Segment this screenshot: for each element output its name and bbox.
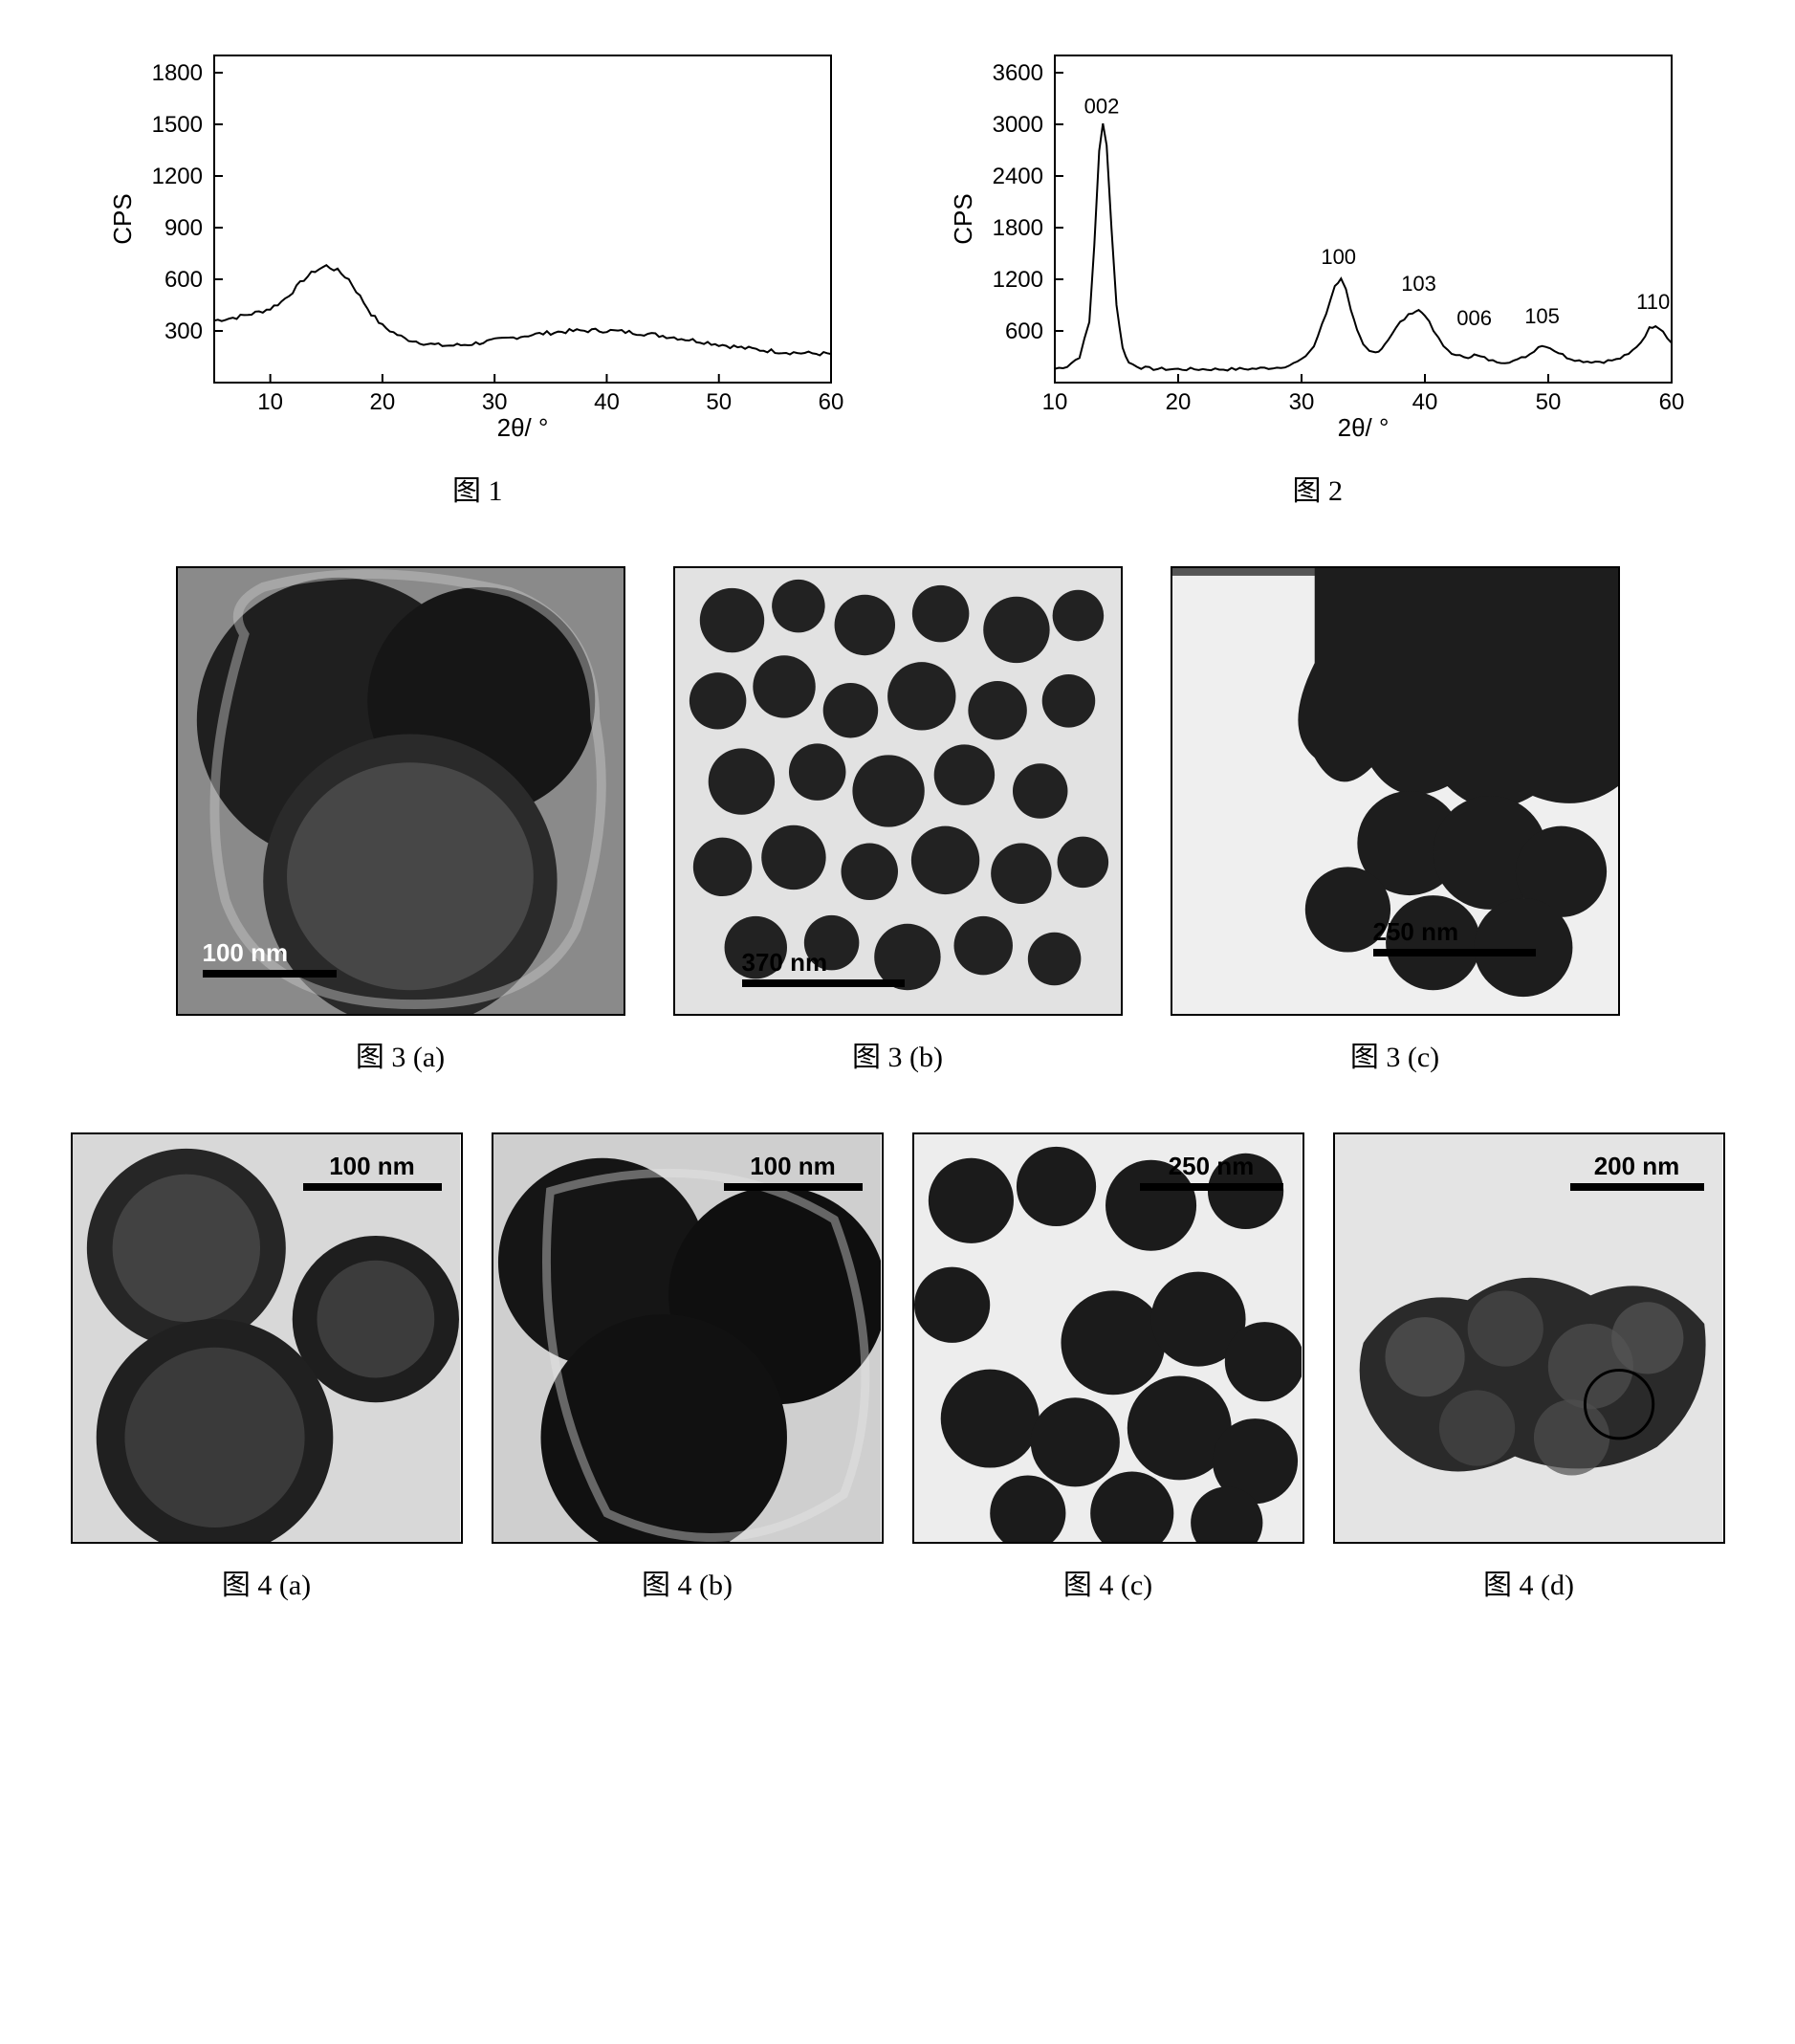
scalebar-4c-text: 250 nm [1169,1152,1255,1181]
figure-4a: 100 nm 图 4 (a) [71,1132,463,1603]
chart-2-svg: 10 20 30 40 50 60 600 1200 1800 2400 3000 3600 2θ/ °… [945,38,1691,450]
figure-4b: 100 nm 图 4 (b) [492,1132,884,1603]
svg-text:3000: 3000 [992,112,1042,138]
svg-text:50: 50 [1535,389,1561,415]
caption-fig4b: 图 4 (b) [642,1561,733,1603]
svg-text:103: 103 [1401,272,1436,296]
svg-text:40: 40 [1412,389,1437,415]
figure-3a: 100 nm 图 3 (a) [176,566,625,1075]
svg-text:CPS: CPS [108,193,137,244]
svg-text:1500: 1500 [152,112,203,138]
figure-3c: 250 nm 图 3 (c) [1171,566,1620,1075]
svg-text:3600: 3600 [992,60,1042,86]
svg-text:900: 900 [164,215,203,241]
svg-text:20: 20 [370,389,396,415]
scalebar-3a-text: 100 nm [203,938,289,968]
svg-text:50: 50 [707,389,733,415]
scalebar-4d-line [1570,1183,1704,1191]
scalebar-4d-text: 200 nm [1594,1152,1680,1181]
svg-text:006: 006 [1456,306,1492,330]
tem-3a: 100 nm [176,566,625,1016]
caption-fig4c: 图 4 (c) [1063,1561,1152,1603]
caption-fig4d: 图 4 (d) [1483,1561,1574,1603]
caption-fig2: 图 2 [1293,467,1344,509]
svg-text:CPS: CPS [949,193,977,244]
chart-1-box: 10 20 30 40 50 60 300 600 900 1200 1500 1800 2θ/ ° CP… [104,38,850,450]
figure-4c: 250 nm 图 4 (c) [912,1132,1304,1603]
svg-text:1800: 1800 [992,215,1042,241]
svg-text:105: 105 [1524,304,1560,328]
caption-fig3a: 图 3 (a) [356,1033,445,1075]
figure-1: 10 20 30 40 50 60 300 600 900 1200 1500 1800 2θ/ ° CP… [104,38,850,509]
tem-4d: 200 nm [1333,1132,1725,1544]
tem-4a-svg [73,1134,461,1542]
scalebar-3b-line [742,979,905,987]
svg-text:002: 002 [1084,95,1119,119]
tem-4c: 250 nm [912,1132,1304,1544]
scalebar-4c: 250 nm [1140,1152,1283,1191]
row-fig4: 100 nm 图 4 (a) 100 nm 图 4 (b) [57,1132,1738,1603]
tem-4d-svg [1335,1134,1723,1542]
scalebar-4a-line [303,1183,442,1191]
svg-text:40: 40 [594,389,620,415]
svg-text:1800: 1800 [152,60,203,86]
scalebar-4c-line [1140,1183,1283,1191]
svg-text:10: 10 [258,389,284,415]
tem-4c-svg [914,1134,1302,1542]
tem-4b-svg [493,1134,882,1542]
scalebar-3b: 370 nm [742,948,905,987]
figure-2: 10 20 30 40 50 60 600 1200 1800 2400 3000 3600 2θ/ °… [945,38,1691,509]
figure-3b: 370 nm 图 3 (b) [673,566,1123,1075]
scalebar-3a-line [203,970,337,978]
svg-text:1200: 1200 [152,164,203,189]
scalebar-3c-text: 250 nm [1373,917,1459,947]
scalebar-4b: 100 nm [724,1152,863,1191]
caption-fig3c: 图 3 (c) [1350,1033,1439,1075]
scalebar-4b-line [724,1183,863,1191]
svg-text:600: 600 [164,267,203,293]
scalebar-3a: 100 nm [203,938,337,978]
svg-text:2θ/ °: 2θ/ ° [1337,413,1389,442]
svg-text:300: 300 [164,319,203,344]
chart-1-svg: 10 20 30 40 50 60 300 600 900 1200 1500 1800 2θ/ ° CP… [104,38,850,450]
chart-2-box: 10 20 30 40 50 60 600 1200 1800 2400 3000 3600 2θ/ °… [945,38,1691,450]
caption-fig4a: 图 4 (a) [222,1561,311,1603]
svg-text:1200: 1200 [992,267,1042,293]
tem-3b: 370 nm [673,566,1123,1016]
scalebar-3c-line [1373,949,1536,956]
tem-4a: 100 nm [71,1132,463,1544]
caption-fig3b: 图 3 (b) [852,1033,943,1075]
svg-text:30: 30 [1288,389,1314,415]
svg-text:110: 110 [1636,290,1670,314]
scalebar-4d: 200 nm [1570,1152,1704,1191]
figure-4d: 200 nm 图 4 (d) [1333,1132,1725,1603]
scalebar-4a-text: 100 nm [329,1152,415,1181]
svg-text:2θ/ °: 2θ/ ° [497,413,549,442]
tem-4b: 100 nm [492,1132,884,1544]
svg-text:60: 60 [819,389,844,415]
svg-text:20: 20 [1165,389,1191,415]
svg-text:100: 100 [1321,245,1356,269]
scalebar-3b-text: 370 nm [742,948,828,978]
svg-text:30: 30 [482,389,508,415]
row-charts: 10 20 30 40 50 60 300 600 900 1200 1500 1800 2θ/ ° CP… [57,38,1738,509]
tem-3c: 250 nm [1171,566,1620,1016]
svg-text:600: 600 [1005,319,1043,344]
scalebar-4b-text: 100 nm [750,1152,836,1181]
svg-text:60: 60 [1658,389,1684,415]
row-fig3: 100 nm 图 3 (a) 370 nm 图 3 ( [57,566,1738,1075]
scalebar-4a: 100 nm [303,1152,442,1191]
svg-text:10: 10 [1041,389,1067,415]
scalebar-3c: 250 nm [1373,917,1536,956]
caption-fig1: 图 1 [452,467,503,509]
svg-text:2400: 2400 [992,164,1042,189]
